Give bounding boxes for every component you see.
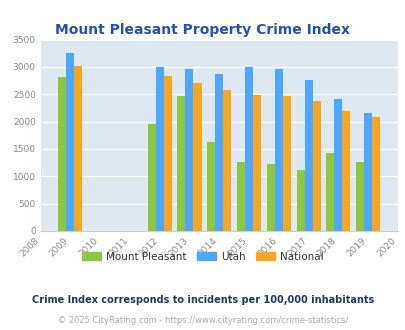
Bar xyxy=(282,96,290,231)
Bar xyxy=(74,66,82,231)
Bar xyxy=(147,124,155,231)
Bar xyxy=(163,76,171,231)
Bar xyxy=(58,77,66,231)
Bar xyxy=(296,170,304,231)
Bar xyxy=(355,162,363,231)
Bar xyxy=(207,142,215,231)
Text: © 2025 CityRating.com - https://www.cityrating.com/crime-statistics/: © 2025 CityRating.com - https://www.city… xyxy=(58,315,347,325)
Bar xyxy=(66,53,74,231)
Bar xyxy=(223,90,231,231)
Bar xyxy=(177,96,185,231)
Bar xyxy=(312,101,320,231)
Bar xyxy=(244,68,252,231)
Bar xyxy=(266,164,274,231)
Bar xyxy=(333,99,341,231)
Bar xyxy=(185,69,193,231)
Bar xyxy=(304,80,312,231)
Bar xyxy=(326,153,333,231)
Text: Mount Pleasant Property Crime Index: Mount Pleasant Property Crime Index xyxy=(55,23,350,37)
Text: Crime Index corresponds to incidents per 100,000 inhabitants: Crime Index corresponds to incidents per… xyxy=(32,295,373,305)
Bar xyxy=(215,74,223,231)
Bar xyxy=(193,83,201,231)
Bar xyxy=(341,111,350,231)
Bar xyxy=(237,162,244,231)
Bar xyxy=(363,114,371,231)
Bar xyxy=(155,67,163,231)
Bar xyxy=(371,117,379,231)
Legend: Mount Pleasant, Utah, National: Mount Pleasant, Utah, National xyxy=(80,249,325,264)
Bar xyxy=(252,95,260,231)
Bar xyxy=(274,69,282,231)
